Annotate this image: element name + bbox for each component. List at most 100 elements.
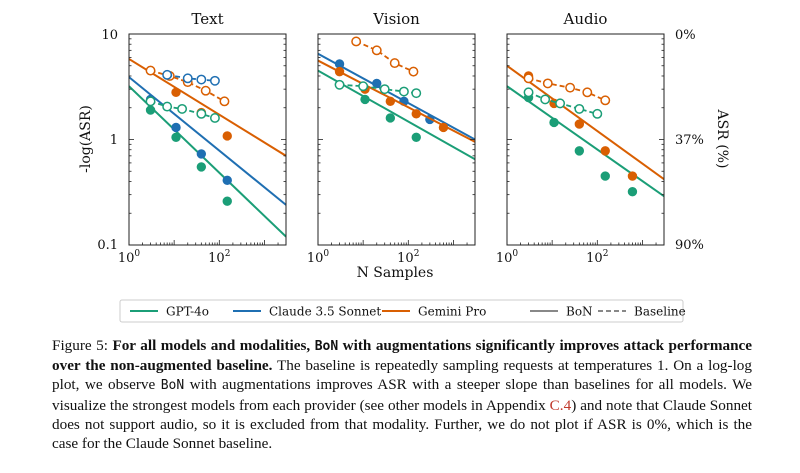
bon-fit-line-claude-3-5-sonnet <box>318 52 475 141</box>
panel-frame <box>506 33 665 246</box>
panel-title: Vision <box>372 10 420 28</box>
y-tick-label: 0.1 <box>97 238 118 253</box>
plot-area <box>507 64 664 198</box>
baseline-point-gemini-pro <box>351 36 362 47</box>
bon-point-gemini-pro <box>600 146 610 156</box>
legend-label-gemini-pro: Gemini Pro <box>418 305 486 319</box>
x-tick-exponent: 0 <box>512 249 518 259</box>
bon-point-claude-3-5-sonnet <box>334 59 345 69</box>
baseline-point-gpt-4o <box>523 87 534 98</box>
baseline-point-claude-3-5-sonnet <box>182 73 193 84</box>
baseline-point-gpt-4o <box>540 94 551 105</box>
baseline-point-gpt-4o <box>196 108 207 119</box>
bon-point-gpt-4o <box>385 113 396 123</box>
x-tick-base: 10 <box>118 251 135 266</box>
appendix-link[interactable]: C.4 <box>549 396 572 414</box>
bon-point-gemini-pro <box>411 109 421 119</box>
x-tick-exponent: 2 <box>225 249 231 259</box>
y-tick-label: 10 <box>101 28 118 43</box>
right-tick-label: 37% <box>675 133 704 148</box>
caption-text-2: with augmentations improves ASR with a s… <box>52 376 753 414</box>
x-tick-base: 10 <box>496 251 513 266</box>
bon-point-gpt-4o <box>411 132 421 142</box>
x-tick-label: 102 <box>208 249 230 266</box>
bon-point-gpt-4o <box>574 146 585 156</box>
bon-point-gemini-pro <box>171 87 181 98</box>
baseline-point-gemini-pro <box>371 45 382 56</box>
bon-point-gemini-pro <box>574 119 585 129</box>
figure-caption: Figure 5: For all models and modalities,… <box>52 336 752 453</box>
baseline-point-gpt-4o <box>592 108 603 119</box>
bon-point-gpt-4o <box>145 105 156 115</box>
baseline-point-gpt-4o <box>574 103 585 114</box>
baseline-point-gpt-4o <box>209 113 220 123</box>
baseline-point-claude-3-5-sonnet <box>209 75 220 86</box>
bon-point-gemini-pro <box>385 96 396 107</box>
baseline-point-gpt-4o <box>334 79 345 90</box>
baseline-point-gemini-pro <box>389 58 400 69</box>
baseline-point-gemini-pro <box>200 85 211 96</box>
plot-area <box>129 58 286 238</box>
x-tick-exponent: 2 <box>603 249 609 259</box>
legend-label-claude-3-5-sonnet: Claude 3.5 Sonnet <box>269 305 381 319</box>
baseline-line-claude-3-5-sonnet <box>167 74 215 82</box>
x-axis-label: N Samples <box>357 265 434 281</box>
legend: GPT-4o Claude 3.5 Sonnet Gemini Pro BoN Base… <box>119 299 686 323</box>
baseline-point-gemini-pro <box>565 82 576 93</box>
bon-point-gemini-pro <box>438 122 449 133</box>
bon-point-gpt-4o <box>549 117 559 128</box>
bon-point-gpt-4o <box>196 162 207 172</box>
bon-point-gpt-4o <box>360 94 370 105</box>
baseline-point-gpt-4o <box>398 86 409 97</box>
bon-fit-line-gpt-4o <box>507 85 664 198</box>
baseline-point-gpt-4o <box>162 101 173 112</box>
bon-point-gemini-pro <box>222 131 232 141</box>
baseline-point-gemini-pro <box>408 66 419 77</box>
x-tick-label: 100 <box>496 249 519 266</box>
x-tick-exponent: 2 <box>414 249 420 259</box>
baseline-point-gpt-4o <box>358 81 369 92</box>
baseline-point-gemini-pro <box>542 78 553 89</box>
caption-bold-code: BoN <box>314 339 339 354</box>
right-tick-label: 90% <box>675 238 704 253</box>
legend-label-baseline: Baseline <box>634 305 686 319</box>
figure: 100 102 Text 100 102 Vision 100 102 Audio -log… <box>78 10 730 323</box>
panel-title: Audio <box>563 10 608 28</box>
right-tick-label: 0% <box>675 28 696 43</box>
caption-code-2: BoN <box>160 378 185 394</box>
baseline-point-gemini-pro <box>219 96 230 107</box>
bon-fit-line-gpt-4o <box>129 85 286 238</box>
caption-bold-1: For all models and modalities, <box>112 337 311 354</box>
caption-label: Figure 5: <box>52 337 108 354</box>
bon-point-claude-3-5-sonnet <box>171 122 181 133</box>
bon-point-gpt-4o <box>222 196 232 206</box>
baseline-point-claude-3-5-sonnet <box>162 69 173 80</box>
bon-point-gemini-pro <box>334 66 345 77</box>
bon-point-claude-3-5-sonnet <box>196 149 207 159</box>
x-tick-exponent: 0 <box>134 249 140 259</box>
legend-label-gpt-4o: GPT-4o <box>166 305 209 319</box>
bon-fit-line-gemini-pro <box>129 58 286 157</box>
baseline-point-gemini-pro <box>600 95 611 106</box>
x-tick-exponent: 0 <box>323 249 329 259</box>
x-tick-label: 102 <box>397 249 419 266</box>
plot-area <box>318 36 475 161</box>
baseline-point-gpt-4o <box>177 103 188 114</box>
y-axis-label-left: -log(ASR) <box>78 105 94 173</box>
baseline-line-gemini-pro <box>150 69 225 103</box>
bon-fit-line-gemini-pro <box>507 64 664 181</box>
caption-text-3: ) and note that Claude Sonnet does not s… <box>52 396 752 453</box>
baseline-point-gpt-4o <box>555 98 566 109</box>
baseline-point-gemini-pro <box>582 87 593 98</box>
bon-point-claude-3-5-sonnet <box>372 78 382 89</box>
x-tick-base: 10 <box>397 251 414 266</box>
baseline-point-claude-3-5-sonnet <box>196 74 207 85</box>
x-tick-label: 100 <box>118 249 141 266</box>
x-tick-label: 100 <box>307 249 330 266</box>
bon-point-claude-3-5-sonnet <box>222 175 232 186</box>
x-tick-label: 102 <box>586 249 608 266</box>
